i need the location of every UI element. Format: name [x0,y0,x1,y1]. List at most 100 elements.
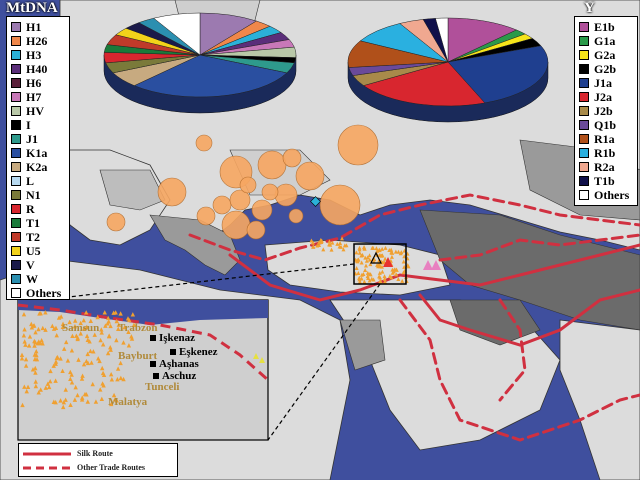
inset-triangle-yellow [253,353,259,359]
inset-triangle [33,370,38,375]
sample-circle [337,124,379,166]
y-legend-swatch [579,36,589,46]
inset-place-label: Malatya [108,396,147,408]
inset-triangle [126,343,132,348]
inset-place-name: Aşhanas [159,358,199,370]
sample-triangle [393,249,398,254]
silk-route-label: Silk Route [77,449,113,458]
inset-triangle [99,330,104,335]
sample-triangle [357,275,362,280]
sample-triangle [378,279,383,284]
sample-triangle [382,276,387,281]
inset-triangle [48,378,53,384]
inset-triangle [106,333,112,339]
y-legend-label: R2a [594,159,615,174]
mtdna-legend-label: T1 [26,215,41,230]
sample-triangle [401,259,406,264]
inset-triangle [22,384,27,389]
inset-triangle [109,377,115,382]
inset-triangle [21,333,27,338]
inset-place-name: Malatya [108,396,148,408]
land-levant [339,319,386,371]
land-anatolia [264,239,451,296]
mtdna-legend-label: K1a [26,145,48,160]
inset-triangle [34,348,39,354]
sample-triangle [327,242,332,247]
inset-triangle [33,329,38,335]
sample-circle [288,208,304,224]
mtdna-legend-label: I [26,117,31,132]
sample-triangle [377,270,382,275]
inset-place-label: Aşhanas [150,358,199,370]
inset-triangle [73,318,78,323]
other-route-4 [498,298,527,402]
sample-triangle [374,246,379,251]
sample-triangle [365,255,370,260]
inset-triangle [64,339,69,345]
sample-triangle [368,262,373,267]
inset-triangle [40,325,45,331]
inset-triangle [85,360,91,366]
mtdna-legend-item: L [11,174,34,188]
y-pie-slice [435,17,449,63]
mtdna-legend-item: R [11,202,35,216]
inset-triangle [108,372,114,377]
inset-triangle [65,358,71,363]
sample-circle [257,150,287,180]
y-legend-swatch [579,22,589,32]
inset-place-name: Işkenaz [159,332,196,344]
mtdna-legend-swatch [11,36,21,46]
sample-diamond [310,196,321,207]
land-france [99,169,166,211]
sample-circle [239,176,257,194]
pie-chart-y [347,17,549,123]
inset-triangle [19,352,25,358]
sample-triangle [396,277,401,282]
inset-triangle [33,365,38,371]
sample-triangles [309,236,441,284]
land-central-asia [419,209,640,331]
inset-triangle [131,322,137,327]
mtdna-legend-item: T2 [11,230,40,244]
y-legend-swatch [579,64,589,74]
mtdna-legend-label: H3 [26,47,42,62]
y-legend-swatch [579,50,589,60]
y-legend-label: J2b [594,103,613,118]
inset-triangle [61,399,67,405]
mtdna-legend-label: V [26,257,35,272]
silk-route-swatch [23,452,71,455]
sample-triangle [383,256,388,261]
mtdna-legend-swatch [11,218,21,228]
mtdna-legend-item: J1 [11,132,38,146]
inset-triangle [63,397,68,402]
connector-line-1 [59,263,355,299]
sample-triangle [327,239,332,244]
inset-triangle [118,311,123,316]
sample-triangle [394,272,399,277]
route-legend: Silk Route Other Trade Routes [18,443,178,477]
inset-triangle [60,321,66,326]
mtdna-legend-item: H40 [11,62,47,76]
inset-triangle [36,326,41,332]
pie-chart-mtdna [103,12,297,114]
sample-triangle [363,255,368,260]
mtdna-legend-swatch [11,120,21,130]
mtdna-legend-item: H6 [11,76,41,90]
y-legend-label: J1a [594,75,612,90]
inset-triangle [114,337,119,343]
sample-triangle [401,270,406,275]
inset-triangle [60,324,66,330]
inset-triangle [85,337,91,342]
inset-triangle [127,317,132,323]
sample-triangle [367,278,372,283]
mtdna-legend-label: H1 [26,19,42,34]
inset-triangle [102,310,107,315]
inset-triangle [53,378,58,383]
highlight-triangle [423,260,433,270]
y-legend-item: T1b [579,174,615,188]
inset-triangle [21,312,27,317]
inset-triangle [32,356,38,362]
sample-triangle [380,246,385,251]
inset-triangle [19,356,25,361]
mtdna-legend-label: L [26,173,35,188]
